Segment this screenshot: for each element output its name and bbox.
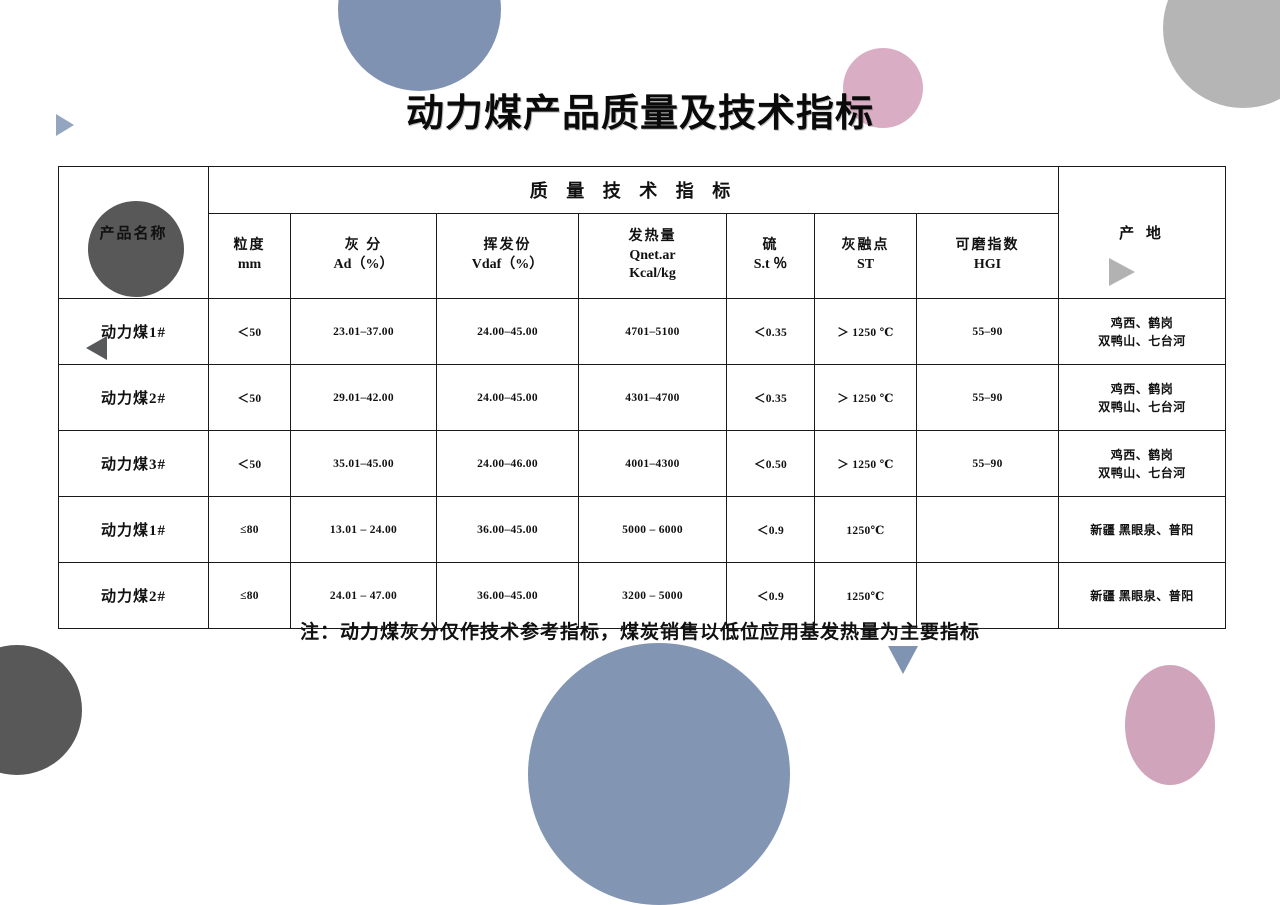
header-calorific-cn: 发热量 — [628, 228, 677, 244]
header-sulfur-en: S.t ％ — [753, 257, 788, 272]
cell-origin: 鸡西、鹤岗 双鸭山、七台河 — [1058, 298, 1227, 365]
spec-table: 产品名称 质 量 技 术 指 标 产 地 粒度 mm 灰 分 Ad（%） 挥发份… — [58, 166, 1227, 629]
cell-product-name: 动力煤2# — [58, 562, 209, 629]
decor-circle-blue-bottom — [528, 643, 790, 905]
decor-circle-blue-top — [338, 0, 501, 91]
cell-ash: 23.01–37.00 — [290, 298, 437, 365]
table-row: 动力煤2# ≤80 24.01 – 47.00 36.00–45.00 3200… — [58, 562, 1227, 629]
cell-melting-point: 1250℃ — [814, 496, 917, 563]
page-title: 动力煤产品质量及技术指标 — [405, 91, 874, 135]
table-header-columns-row: 粒度 mm 灰 分 Ad（%） 挥发份 Vdaf（%） 发热量 Qnet.ar … — [59, 213, 1226, 299]
cell-particle-size: ≤80 — [208, 496, 291, 563]
header-hgi-en: HGI — [973, 257, 1002, 272]
cell-origin-line2: 双鸭山、七台河 — [1098, 333, 1186, 348]
cell-sulfur: ＜0.9 — [726, 562, 815, 629]
cell-origin-line1: 鸡西、鹤岗 — [1110, 447, 1174, 462]
cell-sulfur: ＜0.50 — [726, 430, 815, 497]
header-calorific-en2: Kcal/kg — [629, 266, 676, 282]
cell-melting-point: ＞ 1250 ℃ — [814, 298, 917, 365]
cell-ash: 24.01 – 47.00 — [290, 562, 437, 629]
cell-calorific: 4301–4700 — [578, 364, 727, 431]
table-header-group-row: 产品名称 质 量 技 术 指 标 产 地 — [58, 166, 1227, 299]
header-calorific-en: Qnet.ar — [629, 247, 676, 263]
cell-calorific: 5000 – 6000 — [578, 496, 727, 563]
footnote: 注：动力煤灰分仅作技术参考指标，煤炭销售以低位应用基发热量为主要指标 — [299, 622, 980, 643]
cell-volatile: 36.00–45.00 — [436, 496, 579, 563]
cell-ash: 13.01 – 24.00 — [290, 496, 437, 563]
cell-origin: 鸡西、鹤岗 双鸭山、七台河 — [1058, 364, 1227, 431]
cell-ash: 35.01–45.00 — [290, 430, 437, 497]
header-sulfur-cn: 硫 — [762, 238, 779, 254]
cell-calorific: 4001–4300 — [578, 430, 727, 497]
header-ash-melting-point: 灰融点 ST — [814, 213, 917, 299]
cell-product-name: 动力煤2# — [58, 364, 209, 431]
header-ash-melting-point-en: ST — [856, 257, 875, 272]
cell-origin-line2: 双鸭山、七台河 — [1098, 465, 1186, 480]
cell-melting-point: 1250℃ — [814, 562, 917, 629]
cell-hgi: 55–90 — [915, 430, 1060, 497]
decor-triangle-down-blue-icon — [888, 646, 918, 674]
decor-circle-pink-bottom-right — [1125, 665, 1215, 785]
header-particle-size: 粒度 mm — [208, 213, 291, 299]
header-particle-size-en: mm — [237, 257, 262, 272]
cell-origin-line1: 新疆 黑眼泉、普阳 — [1090, 588, 1194, 603]
cell-melting-point: ＞ 1250 ℃ — [814, 364, 917, 431]
cell-product-name: 动力煤1# — [58, 298, 209, 365]
cell-particle-size: ＜50 — [208, 430, 291, 497]
cell-melting-point: ＞ 1250 ℃ — [814, 430, 917, 497]
cell-particle-size: ＜50 — [208, 364, 291, 431]
cell-origin: 新疆 黑眼泉、普阳 — [1058, 496, 1227, 563]
cell-product-name: 动力煤1# — [58, 496, 209, 563]
cell-sulfur: ＜0.9 — [726, 496, 815, 563]
cell-sulfur: ＜0.35 — [726, 298, 815, 365]
cell-volatile: 36.00–45.00 — [436, 562, 579, 629]
cell-origin-line1: 鸡西、鹤岗 — [1110, 315, 1174, 330]
cell-sulfur: ＜0.35 — [726, 364, 815, 431]
cell-origin-line2: 双鸭山、七台河 — [1098, 399, 1186, 414]
cell-volatile: 24.00–46.00 — [436, 430, 579, 497]
header-hgi-cn: 可磨指数 — [955, 238, 1020, 254]
decor-circle-darkgray-bottom-left — [0, 645, 82, 775]
header-volatile: 挥发份 Vdaf（%） — [436, 213, 579, 299]
cell-calorific: 4701–5100 — [578, 298, 727, 365]
cell-ash: 29.01–42.00 — [290, 364, 437, 431]
header-calorific: 发热量 Qnet.ar Kcal/kg — [578, 213, 727, 299]
header-hgi: 可磨指数 HGI — [915, 213, 1060, 299]
header-ash-cn: 灰 分 — [344, 238, 383, 254]
cell-volatile: 24.00–45.00 — [436, 364, 579, 431]
header-quality-group: 质 量 技 术 指 标 — [207, 166, 1060, 214]
cell-origin: 新疆 黑眼泉、普阳 — [1058, 562, 1227, 629]
table-row: 动力煤1# ≤80 13.01 – 24.00 36.00–45.00 5000… — [58, 496, 1227, 563]
header-product-name: 产品名称 — [58, 166, 209, 299]
cell-volatile: 24.00–45.00 — [436, 298, 579, 365]
header-ash: 灰 分 Ad（%） — [290, 213, 437, 299]
cell-calorific: 3200 – 5000 — [578, 562, 727, 629]
cell-origin: 鸡西、鹤岗 双鸭山、七台河 — [1058, 430, 1227, 497]
cell-product-name: 动力煤3# — [58, 430, 209, 497]
header-ash-en: Ad（%） — [333, 257, 394, 272]
table-row: 动力煤3# ＜50 35.01–45.00 24.00–46.00 4001–4… — [58, 430, 1227, 497]
header-sulfur: 硫 S.t ％ — [726, 213, 815, 299]
table-row: 动力煤2# ＜50 29.01–42.00 24.00–45.00 4301–4… — [58, 364, 1227, 431]
header-ash-melting-point-cn: 灰融点 — [841, 238, 890, 254]
cell-origin-line1: 新疆 黑眼泉、普阳 — [1090, 522, 1194, 537]
header-volatile-cn: 挥发份 — [483, 238, 532, 254]
cell-particle-size: ＜50 — [208, 298, 291, 365]
cell-origin-line1: 鸡西、鹤岗 — [1110, 381, 1174, 396]
cell-hgi — [915, 562, 1060, 629]
cell-hgi — [915, 496, 1060, 563]
header-particle-size-cn: 粒度 — [233, 238, 266, 254]
cell-hgi: 55–90 — [915, 298, 1060, 365]
header-origin: 产 地 — [1058, 166, 1227, 299]
header-volatile-en: Vdaf（%） — [471, 257, 544, 272]
table-row: 动力煤1# ＜50 23.01–37.00 24.00–45.00 4701–5… — [58, 298, 1227, 365]
cell-hgi: 55–90 — [915, 364, 1060, 431]
